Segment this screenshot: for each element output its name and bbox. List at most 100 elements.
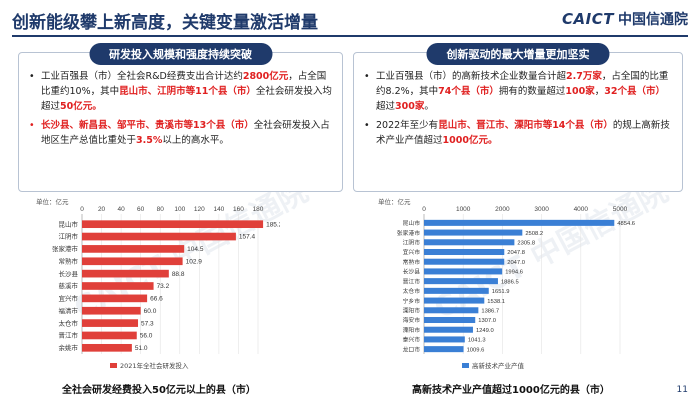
data-label: 51.0 [135, 345, 148, 352]
data-label: 1538.1 [487, 299, 505, 305]
panel-body: • 工业百强县（市）的高新技术企业数量合计超2.7万家，占全国的比重约8.2%，… [364, 69, 674, 152]
bar [424, 248, 505, 256]
category-label: 江阴市 [403, 238, 421, 246]
bar [424, 346, 464, 353]
bar [424, 229, 523, 236]
data-label: 104.5 [187, 246, 204, 253]
data-label: 102.9 [186, 258, 203, 265]
category-label: 常熟市 [59, 256, 79, 265]
bullet-item: • 2022年至少有昆山市、晋江市、溧阳市等14个县（市）的规上高新技术产业产值… [364, 120, 670, 146]
bar [424, 326, 473, 333]
data-label: 56.0 [140, 333, 153, 340]
tick-label: 20 [98, 206, 106, 213]
category-label: 溧阳市 [403, 306, 421, 314]
bullet-item: • 长沙县、新昌县、邹平市、贵溪市等13个县（市）全社会研发投入占地区生产总值比… [29, 120, 330, 146]
category-label: 长沙县 [403, 268, 421, 276]
hightech-output-chart: 单位：亿元 0 1000 2000 3000 4000 5000 昆山市 4854.6 张家港市 2… [362, 196, 642, 376]
bar [82, 245, 185, 253]
bar [82, 269, 169, 278]
data-label: 1386.7 [481, 308, 499, 314]
tick-label: 5000 [613, 206, 628, 213]
rd-investment-chart: 单位：亿元 0 20 40 60 80 100 120 140 160 180 昆山市 185.2 江阴市… [20, 196, 280, 376]
category-label: 宁乡市 [403, 297, 421, 305]
bar [424, 219, 615, 226]
bar [424, 336, 465, 343]
tick-label: 0 [422, 206, 426, 213]
category-label: 江阴市 [59, 232, 79, 241]
page-number: 11 [676, 385, 688, 395]
chart-caption-left: 全社会研发经费投入50亿元以上的县（市） [62, 385, 256, 396]
bar [82, 232, 236, 241]
data-label: 2508.2 [525, 231, 543, 237]
tick-label: 120 [194, 206, 205, 213]
data-label: 4854.6 [617, 221, 635, 227]
category-label: 龙口市 [403, 345, 421, 353]
legend-label: 高新技术产业产值 [472, 361, 525, 370]
category-label: 长沙县 [59, 269, 79, 278]
bar [424, 287, 489, 294]
category-label: 昆山市 [59, 219, 79, 228]
data-label: 57.3 [141, 320, 154, 327]
category-label: 张家港市 [397, 229, 420, 237]
category-label: 常熟市 [403, 258, 421, 266]
category-label: 晋江市 [59, 331, 79, 340]
bullet-item: • 工业百强县（市）全社会R&D经费支出合计达约2800亿元，占全国比重约10%… [29, 71, 332, 112]
panel-title: 创新驱动的最大增量更加坚实 [426, 43, 610, 65]
category-label: 昆山市 [403, 219, 421, 227]
chart-caption-right: 高新技术产业产值超过1000亿元的县（市） [412, 385, 610, 396]
bar [424, 316, 476, 324]
tick-label: 2000 [495, 206, 510, 213]
tick-label: 60 [137, 206, 145, 213]
data-label: 2047.8 [507, 250, 525, 256]
bullet-item: • 工业百强县（市）的高新技术企业数量合计超2.7万家，占全国的比重约8.2%，… [364, 71, 669, 112]
data-label: 1307.0 [478, 318, 496, 324]
bar [424, 297, 485, 304]
bar [424, 278, 498, 285]
unit-label: 单位：亿元 [36, 197, 69, 206]
legend-swatch [462, 363, 469, 368]
category-label: 晋江市 [403, 277, 421, 285]
category-label: 溧阳市 [403, 326, 421, 334]
category-label: 余姚市 [59, 343, 79, 352]
title-divider [12, 35, 688, 37]
category-label: 宜兴市 [403, 248, 421, 256]
tick-label: 40 [117, 206, 125, 213]
category-label: 太仓市 [59, 318, 79, 327]
innovation-panel: 创新驱动的最大增量更加坚实 • 工业百强县（市）的高新技术企业数量合计超2.7万… [353, 43, 683, 192]
bar [82, 294, 148, 303]
bar [82, 343, 132, 352]
page-title: 创新能级攀上新高度，关键变量激活增量 [12, 13, 318, 33]
data-label: 73.2 [157, 283, 170, 290]
bar [424, 258, 505, 265]
logo-en: CAICT [562, 10, 614, 28]
bullet-dot-icon: • [364, 71, 370, 82]
tick-label: 180 [253, 206, 264, 213]
logo: CAICT 中国信通院 [562, 9, 688, 29]
category-label: 海安市 [403, 316, 421, 324]
category-label: 慈溪市 [59, 281, 79, 290]
panel-body: • 工业百强县（市）全社会R&D经费支出合计达约2800亿元，占全国比重约10%… [29, 69, 334, 152]
data-label: 2305.8 [517, 240, 535, 246]
bar [82, 331, 137, 340]
bar [424, 307, 479, 314]
bar [82, 220, 264, 229]
data-label: 1886.5 [501, 279, 519, 285]
logo-cn: 中国信通院 [618, 12, 688, 28]
chart-svg: 单位：亿元 0 1000 2000 3000 4000 5000 昆山市 4854.6 张家港市 2… [378, 197, 635, 370]
unit-label: 单位：亿元 [378, 197, 411, 206]
data-label: 157.4 [239, 234, 256, 241]
data-label: 185.2 [266, 221, 280, 228]
tick-label: 0 [80, 206, 84, 213]
rd-investment-panel: 研发投入规模和强度持续突破 • 工业百强县（市）全社会R&D经费支出合计达约28… [18, 43, 343, 192]
bar [424, 268, 503, 275]
category-label: 太仓市 [403, 287, 421, 295]
data-label: 1249.0 [476, 328, 494, 334]
bar [82, 306, 141, 315]
category-label: 福清市 [59, 306, 79, 315]
data-label: 1041.3 [468, 338, 486, 344]
data-label: 88.8 [172, 271, 185, 278]
category-label: 泰兴市 [403, 336, 421, 344]
tick-label: 160 [233, 206, 244, 213]
category-label: 宜兴市 [59, 294, 79, 303]
data-label: 1651.9 [492, 289, 510, 295]
